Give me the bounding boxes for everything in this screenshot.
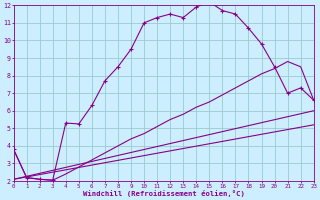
X-axis label: Windchill (Refroidissement éolien,°C): Windchill (Refroidissement éolien,°C) xyxy=(83,190,244,197)
